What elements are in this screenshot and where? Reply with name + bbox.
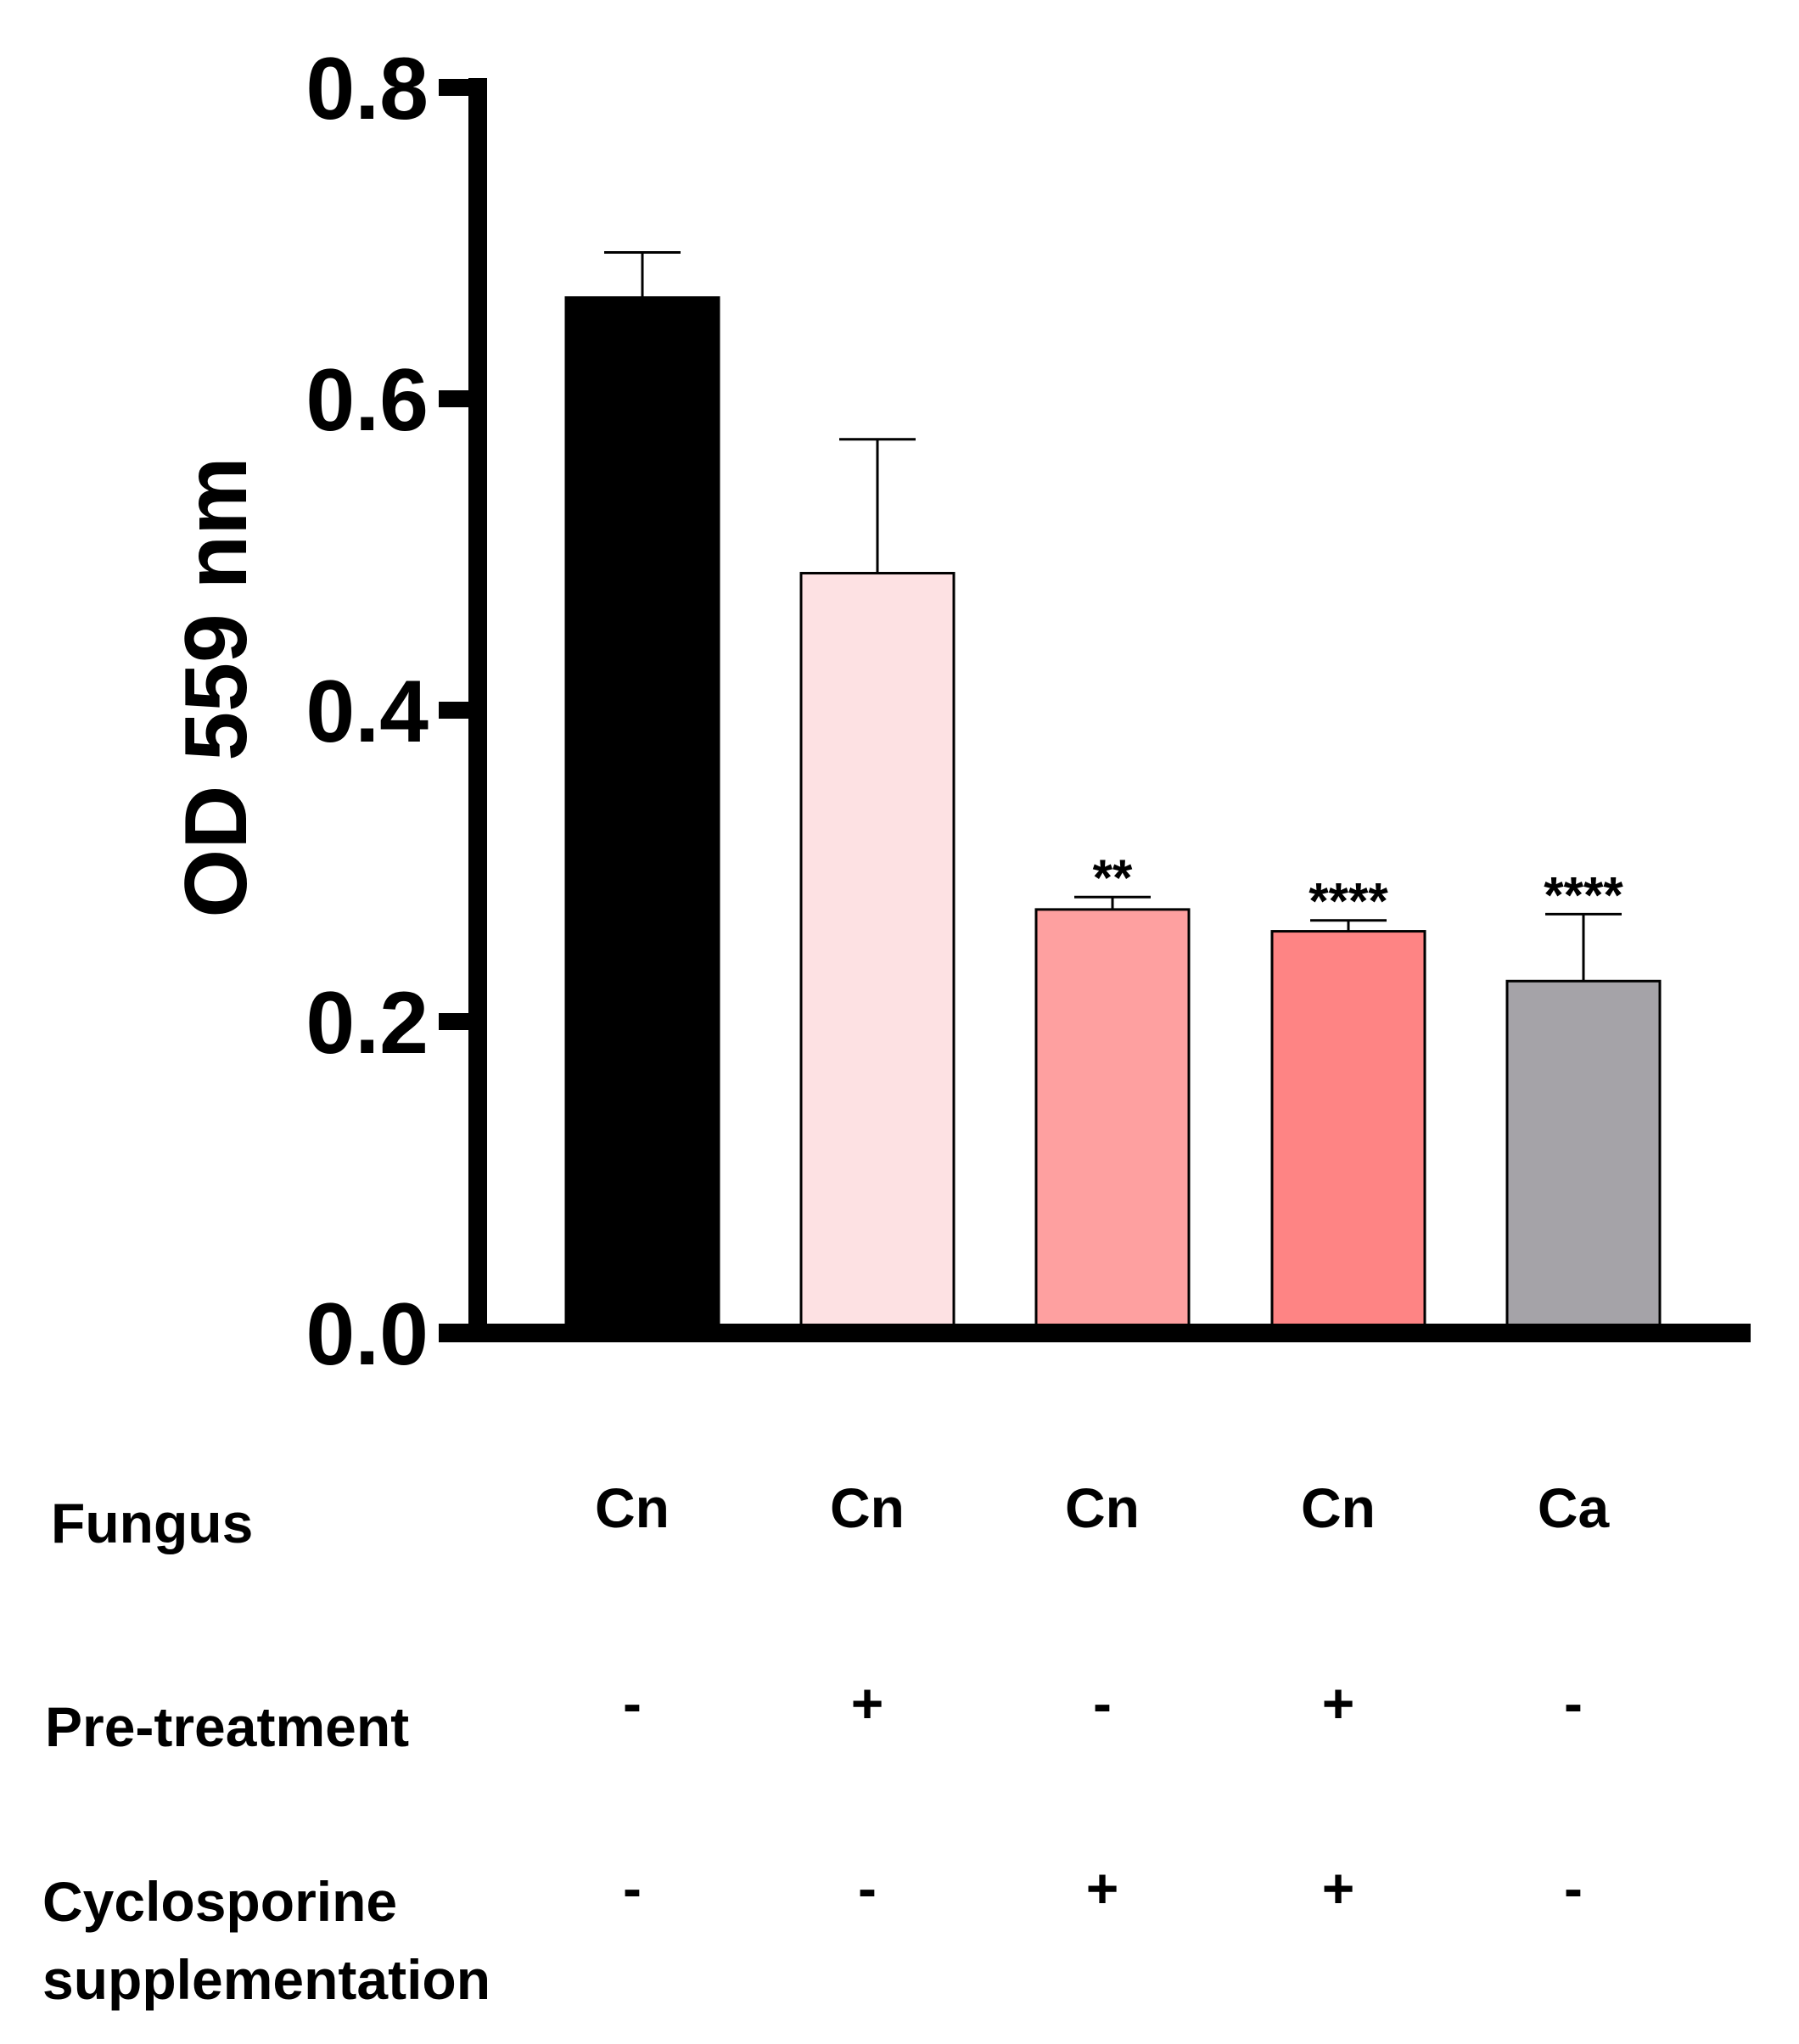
significance-marker: ** — [1093, 849, 1133, 906]
y-tick-label: 0.4 — [305, 663, 429, 761]
condition-value: + — [1086, 1856, 1119, 1919]
y-tick-label: 0.6 — [305, 351, 429, 450]
y-axis-ticks: 0.0 0.2 0.4 0.6 0.8 — [305, 40, 478, 1384]
condition-value: Ca — [1538, 1476, 1611, 1539]
condition-value: Cn — [1301, 1476, 1376, 1539]
condition-value: - — [1564, 1856, 1583, 1919]
bar — [799, 572, 956, 1335]
error-bars — [604, 251, 1622, 982]
condition-value: + — [851, 1672, 884, 1734]
condition-value: - — [858, 1856, 877, 1919]
condition-value: Cn — [595, 1476, 670, 1539]
condition-value: + — [1322, 1856, 1355, 1919]
condition-value: Cn — [830, 1476, 905, 1539]
y-tick-label: 0.8 — [305, 40, 429, 138]
condition-value: + — [1322, 1672, 1355, 1734]
significance-markers: ** **** **** — [1093, 849, 1624, 930]
bars — [564, 296, 1662, 1335]
condition-value: - — [623, 1672, 642, 1734]
condition-label-cyclosporine: Cyclosporine — [42, 1870, 397, 1933]
bar — [564, 296, 720, 1335]
y-axis-title: OD 559 nm — [167, 456, 266, 917]
y-tick-label: 0.0 — [305, 1285, 429, 1384]
significance-marker: **** — [1309, 873, 1388, 930]
condition-value: - — [1093, 1672, 1112, 1734]
condition-table: Fungus Pre-treatment Cyclosporine supple… — [42, 1476, 1610, 2011]
bar — [1034, 908, 1191, 1335]
condition-value: - — [1564, 1672, 1583, 1734]
significance-marker: **** — [1544, 866, 1623, 923]
condition-value: Cn — [1065, 1476, 1140, 1539]
condition-value: - — [623, 1856, 642, 1919]
bar — [1270, 930, 1426, 1335]
condition-label-supplementation: supplementation — [42, 1948, 490, 2011]
condition-label-pretreatment: Pre-treatment — [45, 1695, 409, 1758]
condition-label-fungus: Fungus — [51, 1492, 253, 1554]
y-tick-label: 0.2 — [305, 974, 429, 1072]
bar — [1505, 979, 1662, 1335]
